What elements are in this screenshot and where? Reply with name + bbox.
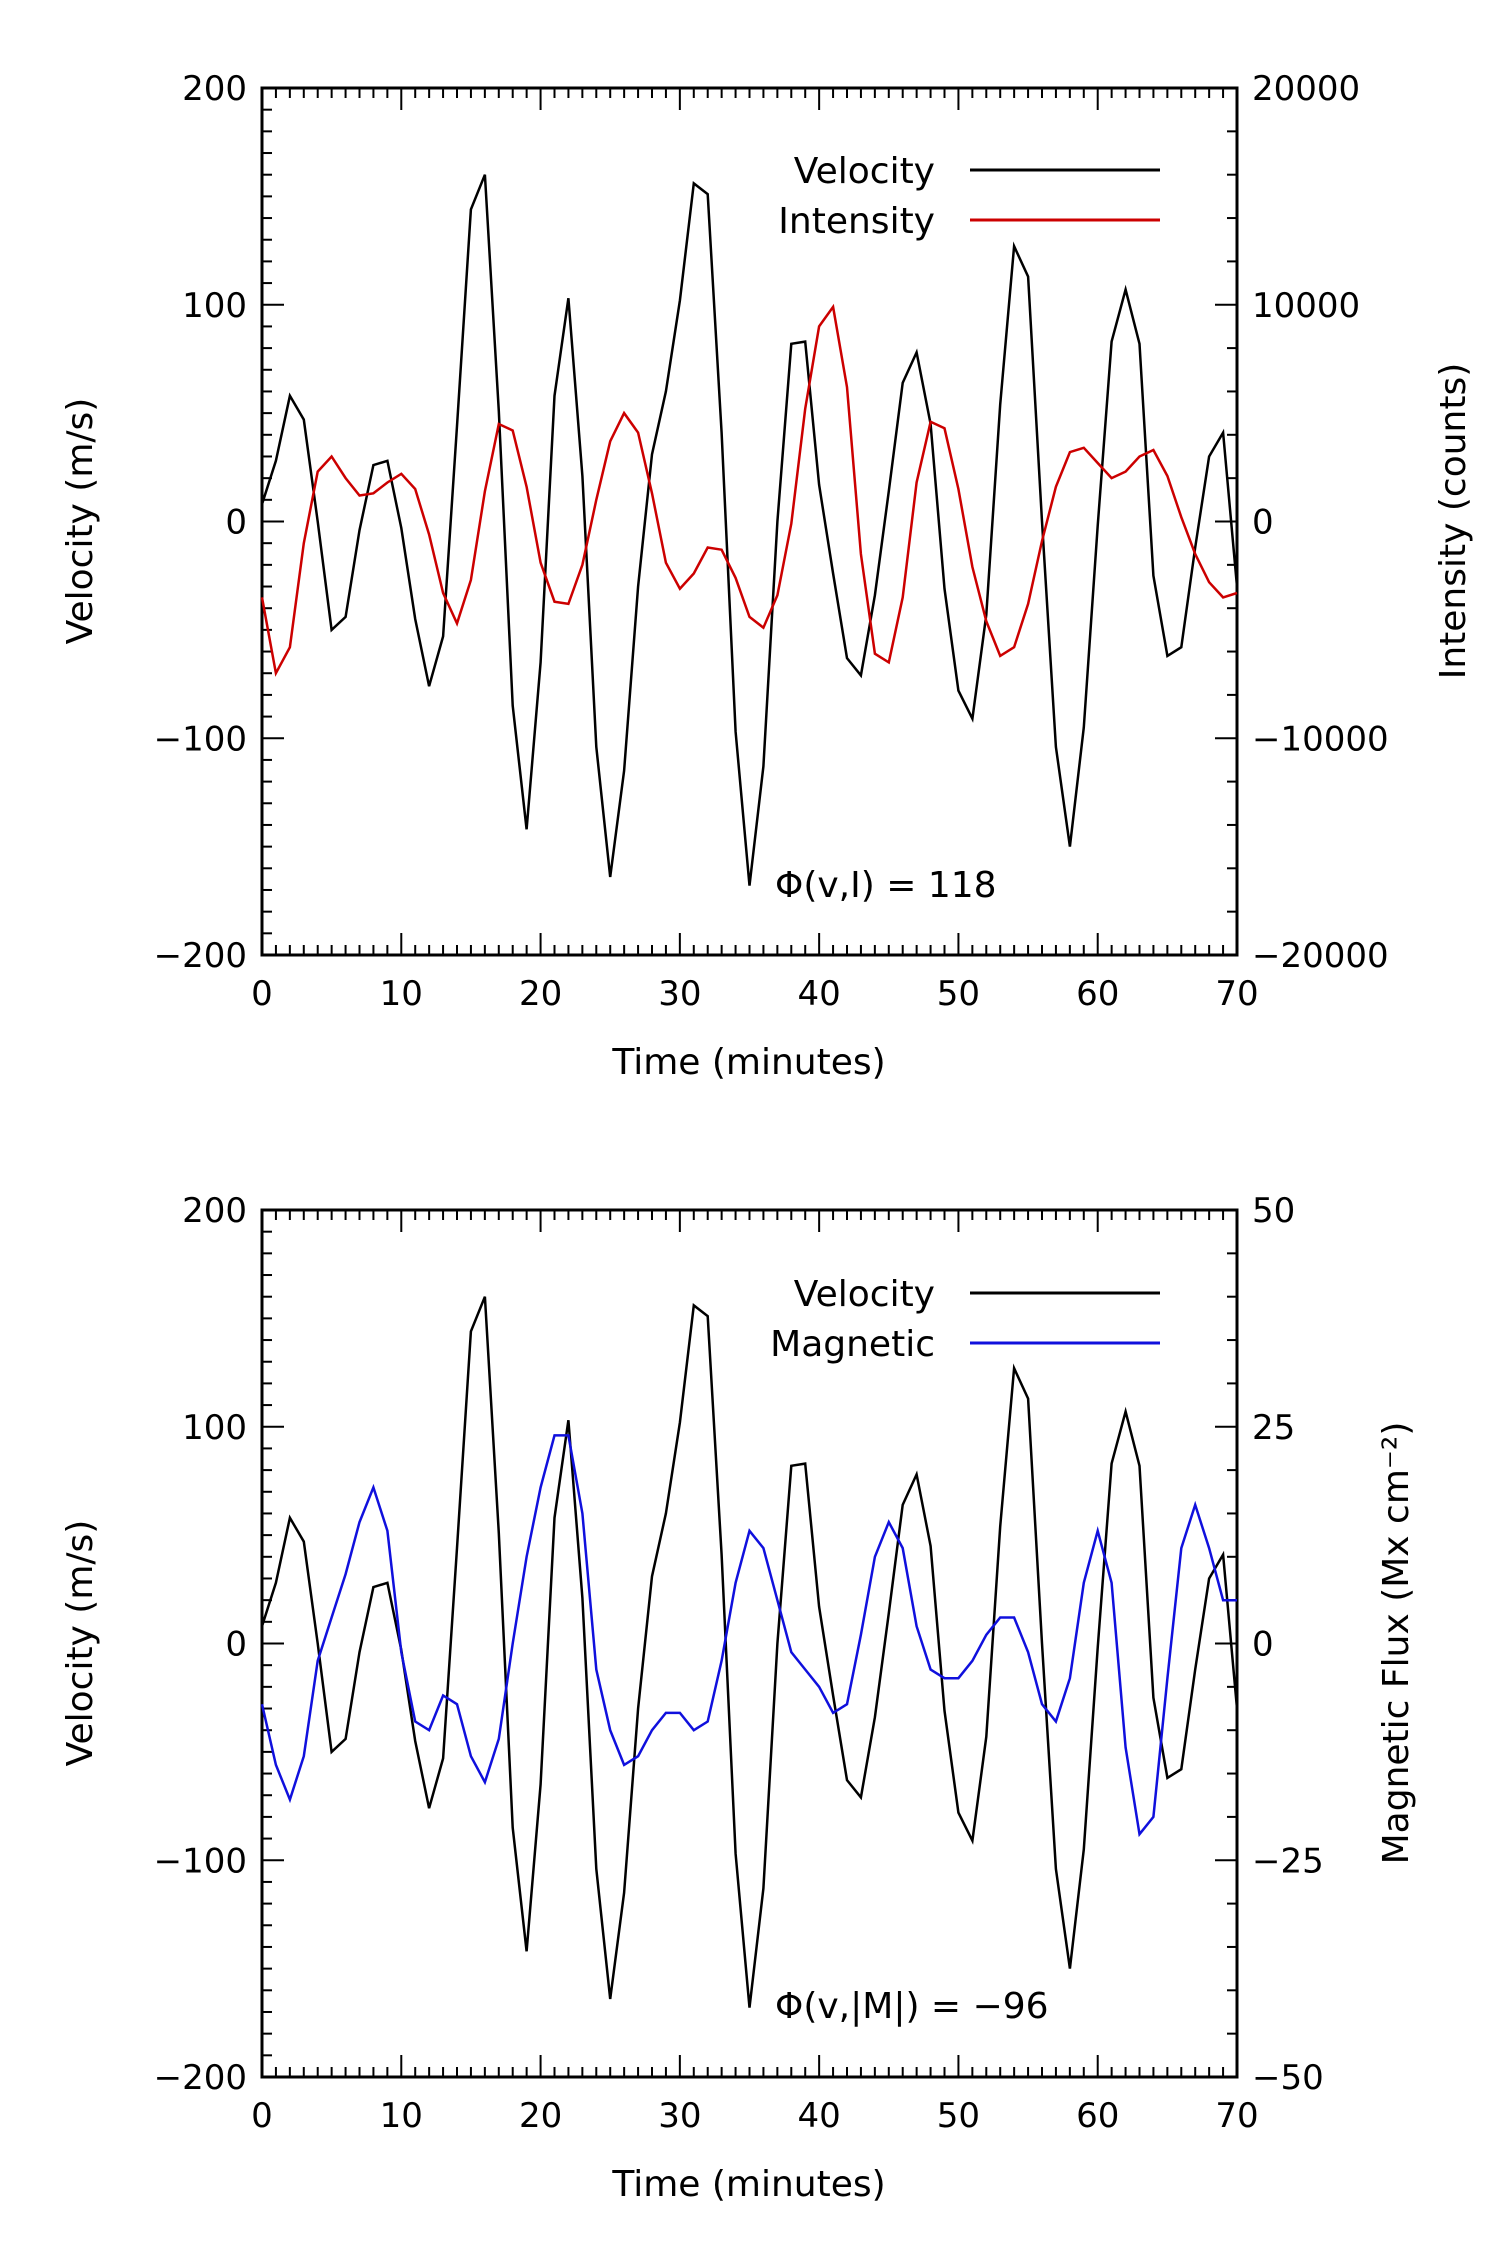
x-tick-label: 10 bbox=[380, 2096, 423, 2136]
y2-axis-title: Magnetic Flux (Mx cm⁻²) bbox=[1376, 1422, 1417, 1865]
y2-tick-label: 50 bbox=[1252, 1191, 1295, 1231]
series-line-velocity bbox=[260, 1296, 1239, 2008]
plot-frame bbox=[260, 86, 1239, 957]
y2-tick-label: 0 bbox=[1252, 1625, 1274, 1665]
y-axis-title: Velocity (m/s) bbox=[60, 398, 101, 645]
y-axis-title: Velocity (m/s) bbox=[60, 1520, 101, 1767]
velocity-intensity-panel: 0 10 20 30 40 50 60 70 −200 −100 0 100 200 −20000 −1… bbox=[60, 69, 1474, 1083]
y2-axis-ticks: −50 −25 0 25 50 bbox=[1215, 1191, 1324, 2098]
y-axis-ticks: −200 −100 0 100 200 bbox=[154, 1191, 284, 2098]
x-tick-label: 50 bbox=[937, 2096, 980, 2136]
y-tick-label: 200 bbox=[182, 1191, 247, 1231]
x-tick-label: 50 bbox=[937, 974, 980, 1014]
x-axis-title: Time (minutes) bbox=[611, 1042, 885, 1083]
y2-tick-label: 25 bbox=[1252, 1408, 1295, 1448]
x-tick-label: 0 bbox=[251, 2096, 273, 2136]
velocity-magnetic-panel: 0 10 20 30 40 50 60 70 −200 −100 0 100 200 −50 −25 0 2… bbox=[60, 1191, 1417, 2205]
series-lines bbox=[260, 1296, 1239, 2008]
legend-label-magnetic: Magnetic bbox=[770, 1324, 935, 1365]
y2-tick-label: 10000 bbox=[1252, 286, 1360, 326]
y-tick-label: −100 bbox=[154, 719, 247, 759]
x-tick-label: 70 bbox=[1215, 974, 1258, 1014]
x-tick-label: 20 bbox=[519, 974, 562, 1014]
series-lines bbox=[260, 174, 1239, 886]
x-tick-label: 60 bbox=[1076, 2096, 1119, 2136]
x-axis-ticks: 0 10 20 30 40 50 60 70 bbox=[251, 1210, 1259, 2136]
phase-annotation: Φ(v,|M|) = −96 bbox=[775, 1986, 1049, 2027]
y-tick-label: −100 bbox=[154, 1841, 247, 1881]
legend-label-intensity: Intensity bbox=[778, 201, 935, 242]
y2-tick-label: 0 bbox=[1252, 503, 1274, 543]
y2-tick-label: −10000 bbox=[1252, 719, 1389, 759]
y2-tick-label: −50 bbox=[1252, 2058, 1324, 2098]
x-tick-label: 40 bbox=[798, 974, 841, 1014]
y-tick-label: −200 bbox=[154, 2058, 247, 2098]
y2-tick-label: −25 bbox=[1252, 1841, 1324, 1881]
x-tick-label: 30 bbox=[658, 2096, 701, 2136]
x-axis-ticks: 0 10 20 30 40 50 60 70 bbox=[251, 88, 1259, 1014]
y-tick-label: 0 bbox=[225, 503, 247, 543]
series-line-velocity bbox=[260, 174, 1239, 886]
x-tick-label: 30 bbox=[658, 974, 701, 1014]
y-tick-label: 200 bbox=[182, 69, 247, 109]
y-tick-label: −200 bbox=[154, 936, 247, 976]
y-tick-label: 100 bbox=[182, 1408, 247, 1448]
x-tick-label: 10 bbox=[380, 974, 423, 1014]
y2-axis-title: Intensity (counts) bbox=[1433, 363, 1474, 680]
y2-tick-label: 20000 bbox=[1252, 69, 1360, 109]
y-tick-label: 100 bbox=[182, 286, 247, 326]
series-line-intensity bbox=[260, 303, 1238, 677]
x-tick-label: 60 bbox=[1076, 974, 1119, 1014]
series-line-magnetic bbox=[260, 1434, 1237, 1838]
legend: Velocity Magnetic bbox=[770, 1274, 1160, 1365]
y2-tick-label: −20000 bbox=[1252, 936, 1389, 976]
x-tick-label: 70 bbox=[1215, 2096, 1258, 2136]
phase-annotation: Φ(v,I) = 118 bbox=[775, 865, 997, 906]
x-axis-title: Time (minutes) bbox=[611, 2164, 885, 2205]
legend-label-velocity: Velocity bbox=[794, 151, 935, 192]
y2-axis-ticks: −20000 −10000 0 10000 20000 bbox=[1215, 69, 1389, 976]
x-tick-label: 20 bbox=[519, 2096, 562, 2136]
y-tick-label: 0 bbox=[225, 1625, 247, 1665]
x-tick-label: 0 bbox=[251, 974, 273, 1014]
x-tick-label: 40 bbox=[798, 2096, 841, 2136]
legend-label-velocity: Velocity bbox=[794, 1274, 935, 1315]
y-axis-ticks: −200 −100 0 100 200 bbox=[154, 69, 284, 976]
legend: Velocity Intensity bbox=[778, 151, 1160, 242]
plot-frame bbox=[260, 1208, 1239, 2079]
